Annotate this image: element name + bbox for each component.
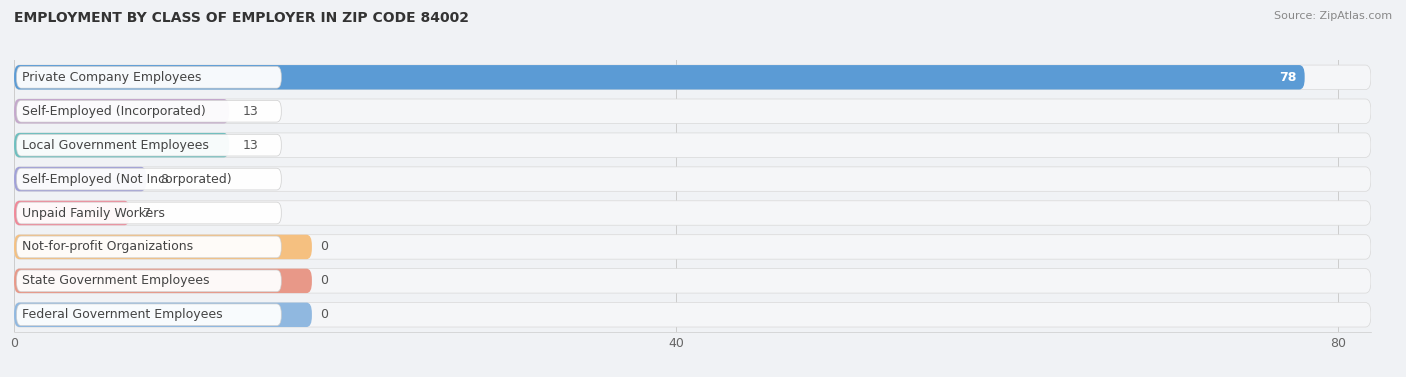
Text: Self-Employed (Incorporated): Self-Employed (Incorporated) — [22, 105, 207, 118]
Text: 7: 7 — [143, 207, 150, 219]
FancyBboxPatch shape — [14, 167, 1371, 191]
Text: Source: ZipAtlas.com: Source: ZipAtlas.com — [1274, 11, 1392, 21]
Text: Not-for-profit Organizations: Not-for-profit Organizations — [22, 241, 194, 253]
FancyBboxPatch shape — [17, 202, 281, 224]
FancyBboxPatch shape — [17, 270, 281, 292]
Text: EMPLOYMENT BY CLASS OF EMPLOYER IN ZIP CODE 84002: EMPLOYMENT BY CLASS OF EMPLOYER IN ZIP C… — [14, 11, 470, 25]
FancyBboxPatch shape — [14, 201, 129, 225]
FancyBboxPatch shape — [14, 303, 312, 327]
Text: Federal Government Employees: Federal Government Employees — [22, 308, 224, 321]
FancyBboxPatch shape — [14, 303, 1371, 327]
Text: Local Government Employees: Local Government Employees — [22, 139, 209, 152]
FancyBboxPatch shape — [14, 65, 1371, 89]
FancyBboxPatch shape — [14, 99, 1371, 123]
FancyBboxPatch shape — [17, 66, 281, 88]
FancyBboxPatch shape — [14, 167, 146, 191]
FancyBboxPatch shape — [14, 99, 229, 123]
Text: 0: 0 — [321, 274, 328, 287]
FancyBboxPatch shape — [17, 100, 281, 122]
Text: Self-Employed (Not Incorporated): Self-Employed (Not Incorporated) — [22, 173, 232, 185]
Text: State Government Employees: State Government Employees — [22, 274, 209, 287]
Text: Private Company Employees: Private Company Employees — [22, 71, 201, 84]
FancyBboxPatch shape — [14, 65, 1305, 89]
Text: 0: 0 — [321, 241, 328, 253]
FancyBboxPatch shape — [14, 133, 1371, 157]
FancyBboxPatch shape — [17, 134, 281, 156]
FancyBboxPatch shape — [14, 201, 1371, 225]
FancyBboxPatch shape — [14, 269, 312, 293]
FancyBboxPatch shape — [14, 133, 229, 157]
FancyBboxPatch shape — [17, 304, 281, 326]
Text: 13: 13 — [242, 139, 259, 152]
FancyBboxPatch shape — [17, 168, 281, 190]
Text: 0: 0 — [321, 308, 328, 321]
FancyBboxPatch shape — [14, 235, 1371, 259]
FancyBboxPatch shape — [17, 236, 281, 258]
Text: 78: 78 — [1279, 71, 1296, 84]
Text: 8: 8 — [160, 173, 167, 185]
Text: 13: 13 — [242, 105, 259, 118]
Text: Unpaid Family Workers: Unpaid Family Workers — [22, 207, 166, 219]
FancyBboxPatch shape — [14, 269, 1371, 293]
FancyBboxPatch shape — [14, 235, 312, 259]
